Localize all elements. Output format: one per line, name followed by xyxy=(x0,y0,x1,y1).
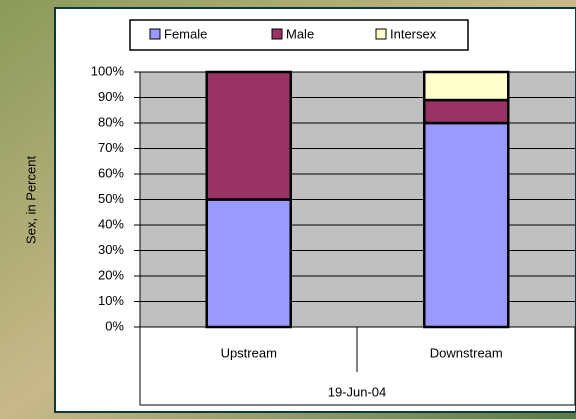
legend-label: Female xyxy=(164,26,207,41)
y-tick-label: 50% xyxy=(98,191,124,206)
x-tick-label: Downstream xyxy=(430,345,503,360)
legend-box xyxy=(129,19,469,51)
legend-swatch xyxy=(149,28,161,40)
y-axis-label: Sex, in Percent xyxy=(23,156,38,245)
legend-label: Intersex xyxy=(390,26,437,41)
y-tick-label: 60% xyxy=(98,165,124,180)
x-group-label: 19-Jun-04 xyxy=(328,384,387,399)
legend-swatch xyxy=(271,28,283,40)
x-tick-label: Upstream xyxy=(221,345,277,360)
y-tick-label: 20% xyxy=(98,267,124,282)
y-tick-label: 100% xyxy=(91,63,125,78)
legend-swatch xyxy=(375,28,387,40)
bar-segment xyxy=(205,70,292,201)
y-tick-label: 90% xyxy=(98,89,124,104)
bar-segment xyxy=(423,121,510,329)
y-tick-label: 10% xyxy=(98,293,124,308)
bar-segment xyxy=(205,198,292,329)
y-tick-label: 30% xyxy=(98,242,124,257)
y-tick-label: 80% xyxy=(98,114,124,129)
y-tick-label: 0% xyxy=(105,318,124,333)
legend-label: Male xyxy=(286,26,314,41)
y-tick-label: 70% xyxy=(98,140,124,155)
y-tick-label: 40% xyxy=(98,216,124,231)
bar-segment xyxy=(423,70,510,102)
bar-segment xyxy=(423,98,510,125)
